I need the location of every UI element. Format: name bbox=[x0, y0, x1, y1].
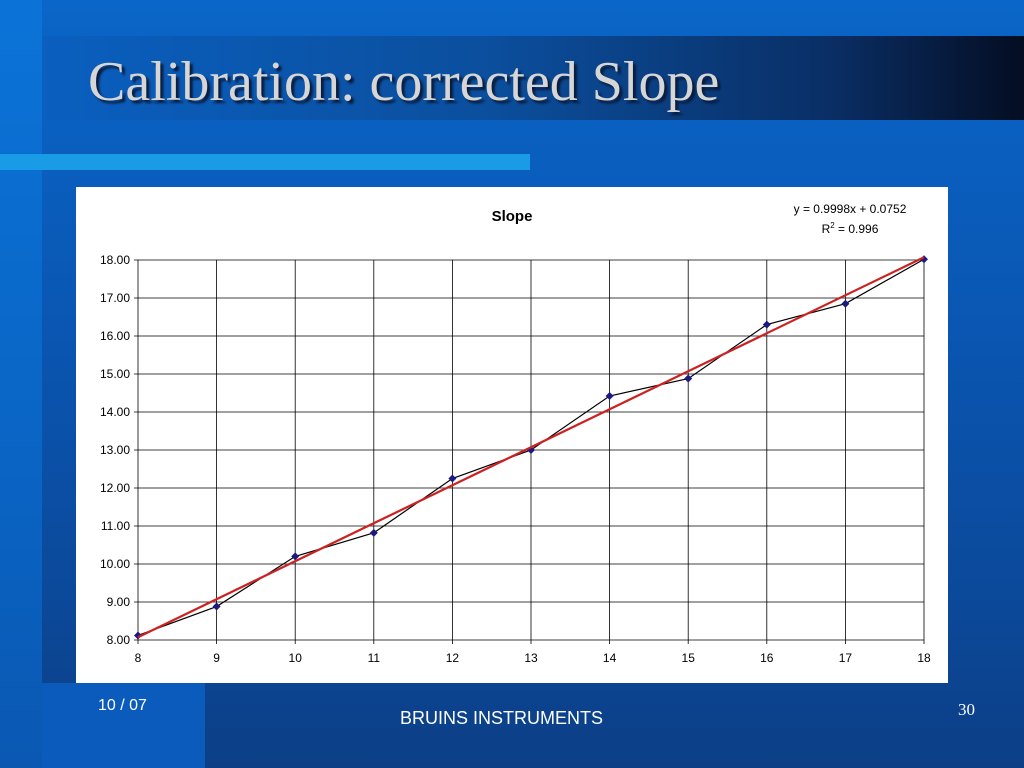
y-tick-label: 8.00 bbox=[107, 633, 131, 647]
data-point bbox=[684, 374, 693, 383]
trendline-equation: y = 0.9998x + 0.0752 bbox=[794, 202, 907, 216]
trendline bbox=[137, 256, 925, 639]
footer-date: 10 / 07 bbox=[98, 697, 147, 714]
x-tick-label: 16 bbox=[760, 651, 774, 665]
x-tick-label: 11 bbox=[368, 651, 381, 665]
footer-band bbox=[42, 683, 205, 768]
y-tick-label: 16.00 bbox=[100, 329, 130, 343]
chart-panel: 8 9 10 11 12 13 14 15 16 17 18 8.00 9.00 10.00 11.00 12… bbox=[76, 187, 948, 683]
r-squared-label: R2 = 0.996 bbox=[822, 221, 879, 236]
y-tick-label: 9.00 bbox=[107, 595, 131, 609]
y-tick-label: 15.00 bbox=[100, 367, 130, 381]
x-tick-label: 13 bbox=[524, 651, 538, 665]
y-tick-label: 14.00 bbox=[100, 405, 130, 419]
title-band bbox=[42, 36, 1024, 120]
data-point bbox=[291, 552, 300, 561]
tick-labels: 8 9 10 11 12 13 14 15 16 17 18 8.00 9.00 10.00 11.00 12… bbox=[100, 253, 931, 665]
data-point bbox=[841, 299, 850, 308]
footer-company: BRUINS INSTRUMENTS bbox=[400, 708, 604, 728]
x-tick-label: 12 bbox=[446, 651, 460, 665]
trendline-layer bbox=[137, 256, 925, 639]
data-point bbox=[762, 320, 771, 329]
accent-bar bbox=[0, 154, 530, 170]
data-point bbox=[448, 474, 457, 483]
data-point bbox=[605, 392, 614, 401]
x-tick-label: 15 bbox=[682, 651, 696, 665]
x-tick-label: 8 bbox=[135, 651, 142, 665]
y-tick-label: 17.00 bbox=[100, 291, 130, 305]
slide-title: Calibration: corrected Slope bbox=[88, 51, 720, 113]
x-tick-label: 18 bbox=[917, 651, 931, 665]
page-number: 30 bbox=[958, 700, 975, 719]
y-tick-label: 18.00 bbox=[100, 253, 130, 267]
x-tick-label: 9 bbox=[213, 651, 220, 665]
y-tick-label: 11.00 bbox=[101, 519, 130, 533]
data-point bbox=[920, 255, 928, 264]
data-point bbox=[212, 602, 221, 611]
left-decor-band bbox=[0, 0, 42, 768]
y-tick-label: 10.00 bbox=[100, 557, 130, 571]
slope-chart: 8 9 10 11 12 13 14 15 16 17 18 8.00 9.00 10.00 11.00 12… bbox=[100, 202, 931, 665]
data-point bbox=[369, 528, 378, 537]
x-tick-label: 10 bbox=[289, 651, 303, 665]
x-tick-label: 17 bbox=[839, 651, 853, 665]
y-tick-label: 13.00 bbox=[100, 443, 130, 457]
x-tick-label: 14 bbox=[603, 651, 617, 665]
y-tick-label: 12.00 bbox=[100, 481, 130, 495]
chart-title: Slope bbox=[492, 208, 533, 225]
